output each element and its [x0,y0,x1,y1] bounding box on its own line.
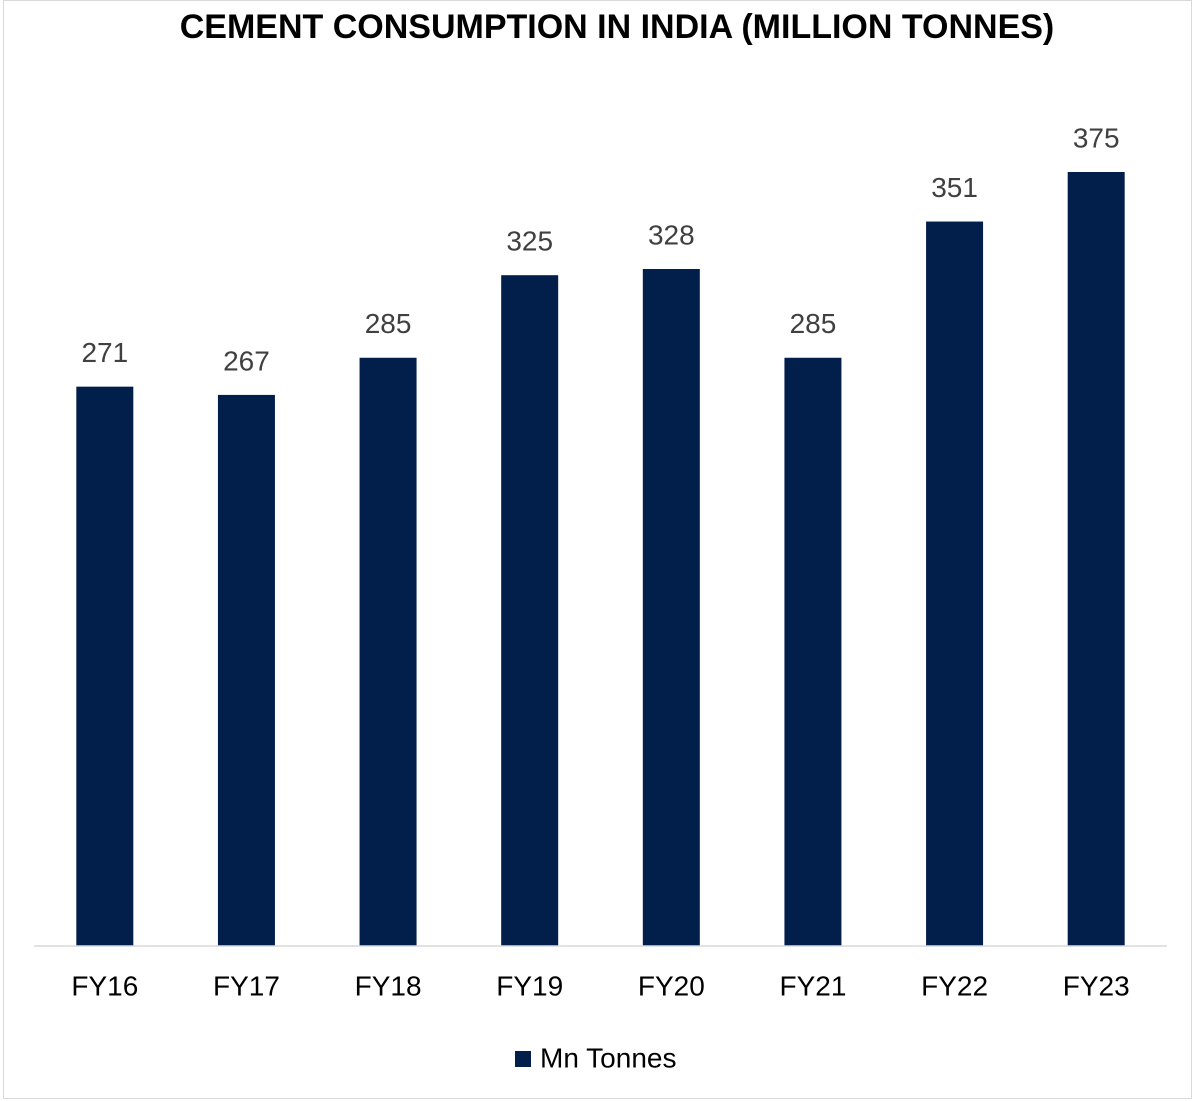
x-tick-label: FY17 [213,970,280,1001]
x-tick-label: FY21 [779,970,846,1001]
data-label: 351 [931,172,978,203]
bar [501,275,559,946]
chart-title: CEMENT CONSUMPTION IN INDIA (MILLION TON… [180,8,1055,46]
data-label: 285 [365,308,412,339]
bar [1067,172,1125,946]
data-label: 285 [790,308,837,339]
x-tick-label: FY20 [638,970,705,1001]
x-tick-label: FY22 [921,970,988,1001]
chart-border [3,0,1192,1099]
x-tick-label: FY19 [496,970,563,1001]
data-label: 325 [506,226,553,257]
bar [76,386,134,946]
legend-swatch [515,1051,531,1067]
bar [642,269,700,946]
bar [784,357,842,946]
data-label: 267 [223,345,270,376]
data-label: 375 [1073,122,1120,153]
data-label: 328 [648,219,695,250]
bar [926,221,984,946]
legend-label: Mn Tonnes [540,1042,676,1073]
bar [217,394,275,946]
x-tick-label: FY23 [1063,970,1130,1001]
x-tick-label: FY18 [355,970,422,1001]
bar [359,357,417,946]
x-tick-label: FY16 [71,970,138,1001]
data-label: 271 [81,337,128,368]
